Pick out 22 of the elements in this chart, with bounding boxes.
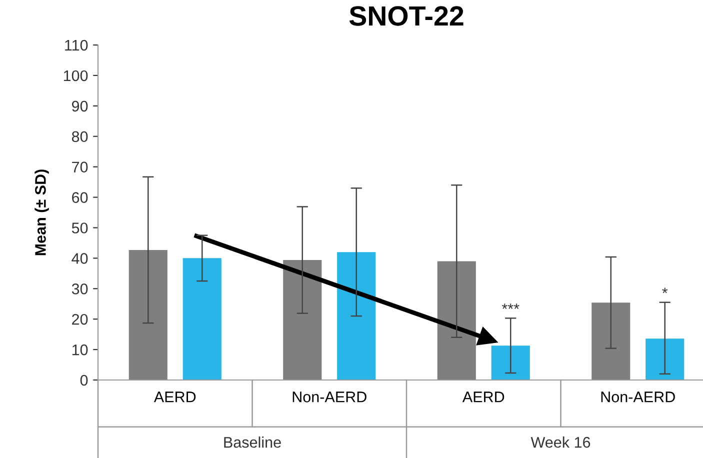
data-label: * <box>662 288 668 294</box>
x-tick-label: Non-AERD <box>601 392 675 402</box>
y-tick-label: 40 <box>72 253 88 264</box>
y-tick-label: 100 <box>64 70 88 82</box>
text: Week 16 <box>530 436 590 448</box>
chart-title: SNOT-22 <box>349 6 464 26</box>
x-tick-label: Non-AERD <box>292 392 366 402</box>
data-label: *** <box>502 304 520 309</box>
x-tick-label: AERD <box>154 392 196 402</box>
y-axis-title: Mean (± SD) <box>34 170 49 256</box>
y-tick-label: 110 <box>65 40 88 51</box>
y-tick-label: 10 <box>72 344 88 356</box>
text: Baseline <box>224 436 281 448</box>
y-tick-label: 90 <box>72 100 88 112</box>
x-tick-label: AERD <box>462 392 504 402</box>
y-tick-label: 60 <box>72 192 88 203</box>
y-tick-label: 80 <box>72 131 88 142</box>
y-tick-label: 50 <box>72 222 88 234</box>
y-tick-label: 30 <box>72 284 88 294</box>
y-tick-label: 20 <box>72 314 88 325</box>
y-tick-label: 70 <box>72 162 88 173</box>
y-tick-label: 0 <box>80 374 88 386</box>
